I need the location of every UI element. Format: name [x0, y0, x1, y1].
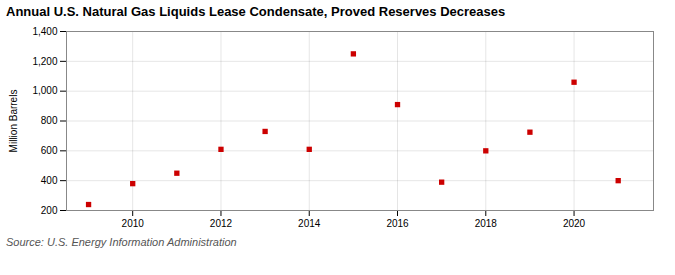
svg-text:2020: 2020 — [563, 218, 586, 229]
svg-text:1,400: 1,400 — [32, 26, 57, 37]
svg-text:800: 800 — [41, 115, 58, 126]
svg-text:2014: 2014 — [298, 218, 321, 229]
svg-text:600: 600 — [41, 145, 58, 156]
svg-text:400: 400 — [41, 175, 58, 186]
svg-text:1,200: 1,200 — [32, 56, 57, 67]
svg-text:1,000: 1,000 — [32, 85, 57, 96]
svg-text:2018: 2018 — [475, 218, 498, 229]
svg-text:200: 200 — [41, 205, 58, 216]
svg-text:2016: 2016 — [386, 218, 409, 229]
svg-text:2010: 2010 — [122, 218, 145, 229]
html-text:Annual U.S. Natural Gas Liquid: Annual U.S. Natural Gas Liquids Lease Co… — [6, 4, 506, 19]
svg-text:2012: 2012 — [210, 218, 233, 229]
svg-text:Million Barrels: Million Barrels — [8, 90, 19, 153]
html-text:Source: U.S. Energy Informatio: Source: U.S. Energy Information Administ… — [6, 236, 237, 248]
